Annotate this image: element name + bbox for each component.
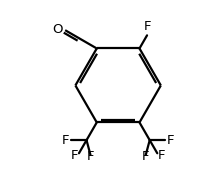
Text: F: F: [142, 150, 150, 163]
Text: F: F: [71, 149, 78, 162]
Text: F: F: [87, 150, 94, 163]
Text: F: F: [62, 134, 70, 147]
Text: F: F: [167, 134, 174, 147]
Text: F: F: [144, 20, 152, 33]
Text: F: F: [158, 149, 166, 162]
Text: O: O: [52, 23, 62, 36]
